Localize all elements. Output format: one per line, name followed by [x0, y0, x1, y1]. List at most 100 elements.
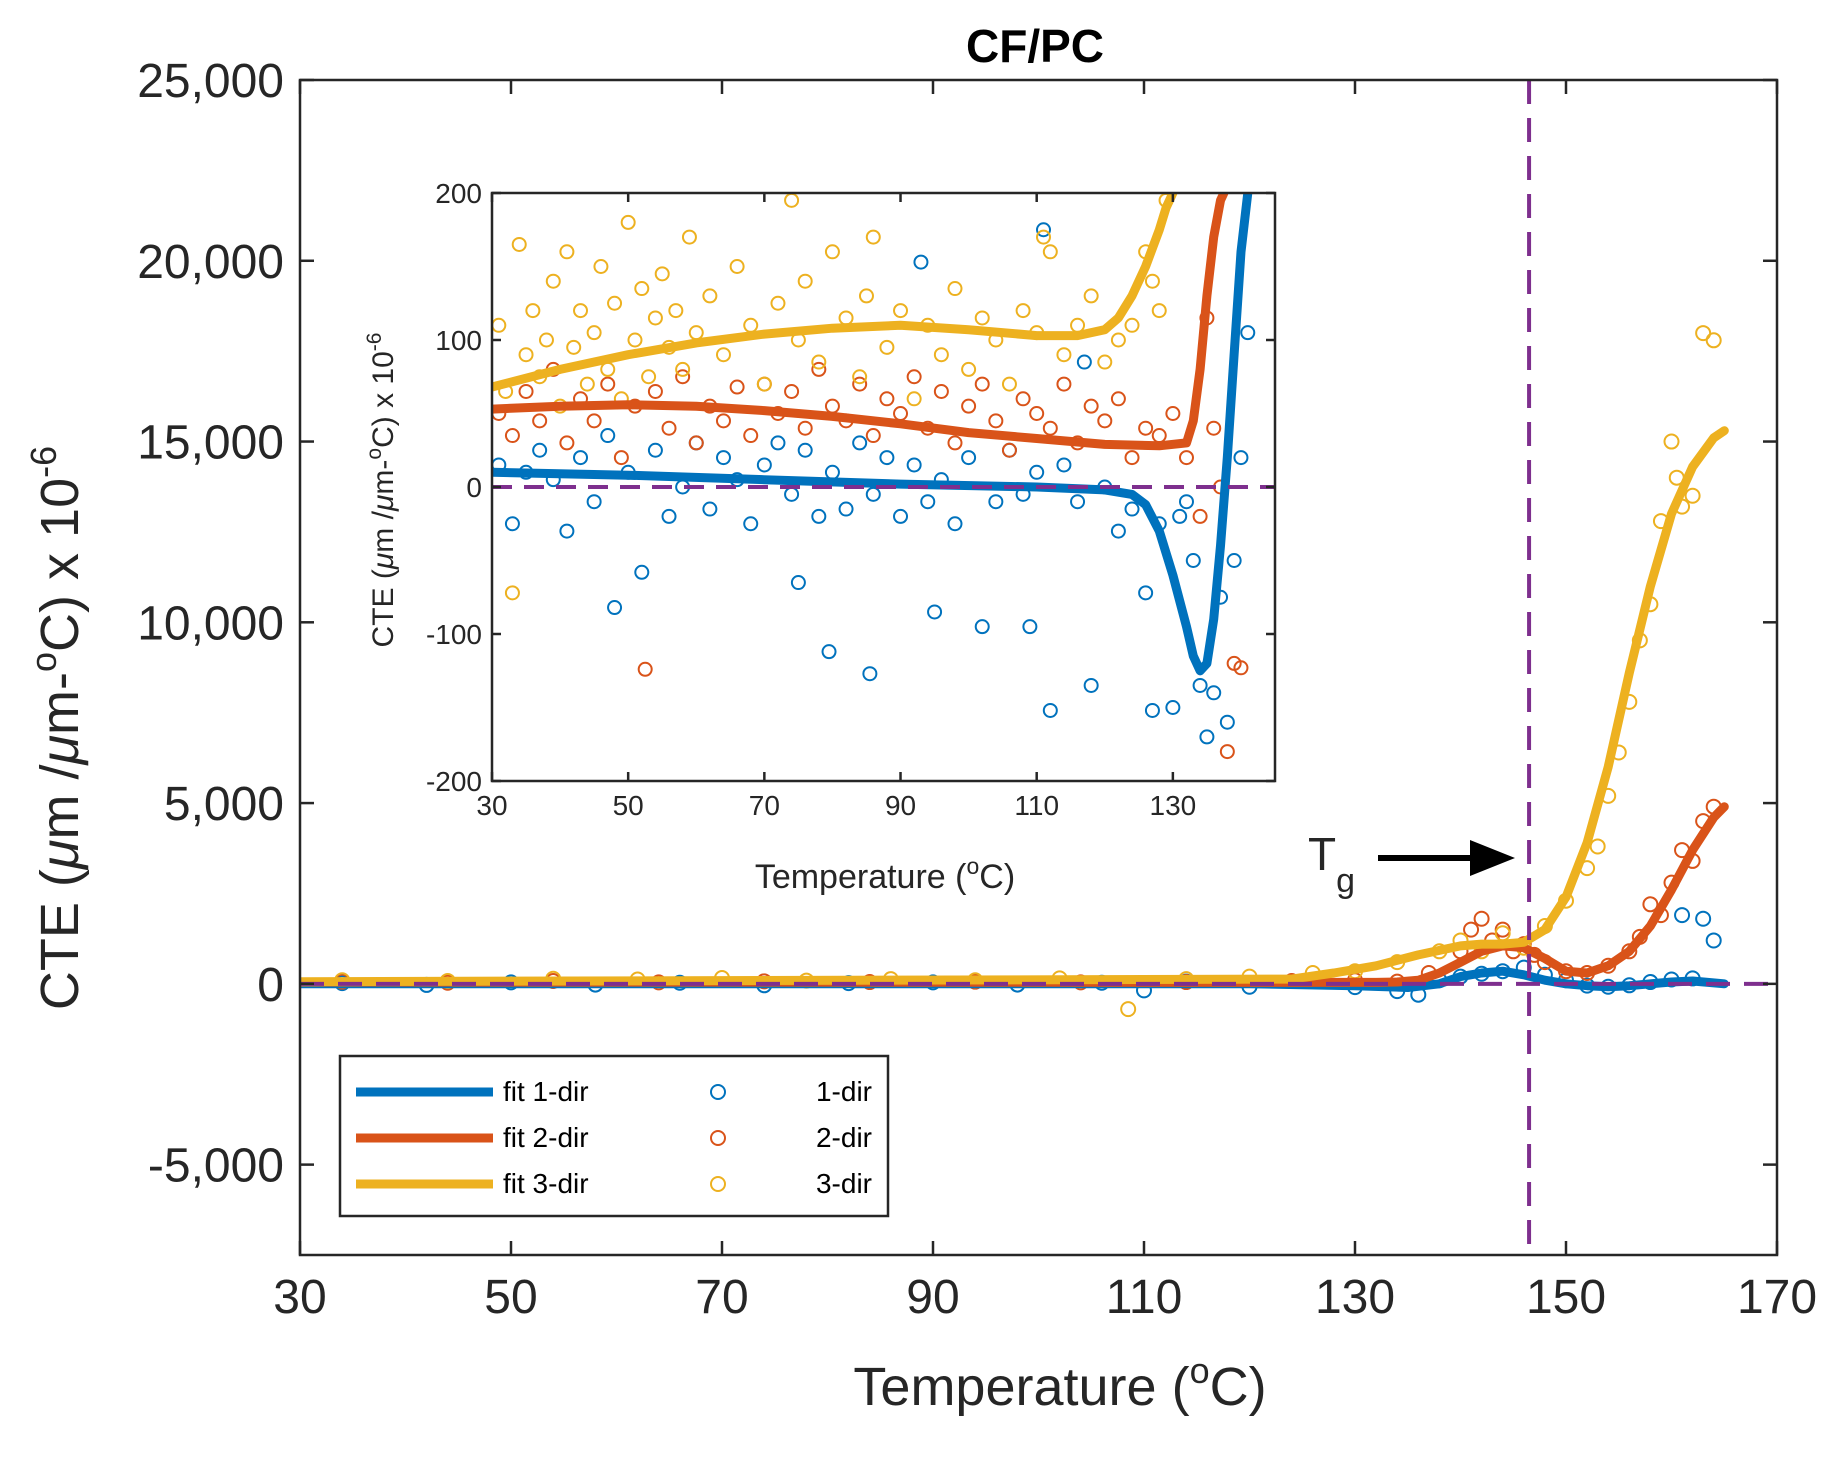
- inset-marker-1-dir: [634, 564, 650, 580]
- inset-marker-3-dir: [1144, 273, 1160, 289]
- inset-marker-3-dir: [634, 281, 650, 297]
- inset-marker-2-dir: [613, 450, 629, 466]
- inset-marker-3-dir: [559, 244, 575, 260]
- tg-annotation: Tg: [1308, 828, 1515, 900]
- inset-marker-2-dir: [811, 361, 827, 377]
- legend-marker-2-dir: [710, 1130, 726, 1146]
- tg-arrow-head: [1470, 840, 1515, 876]
- inset-marker-2-dir: [1056, 376, 1072, 392]
- inset-marker-2-dir: [865, 428, 881, 444]
- main-marker-3-dir: [1684, 487, 1701, 504]
- inset-x-tick-label: 70: [749, 790, 780, 821]
- inset-marker-3-dir: [511, 236, 527, 252]
- inset-marker-3-dir: [586, 325, 602, 341]
- main-marker-2-dir: [1642, 896, 1659, 913]
- inset-marker-3-dir: [702, 288, 718, 304]
- inset-marker-2-dir: [1165, 406, 1181, 421]
- inset-marker-3-dir: [1083, 288, 1099, 304]
- inset-marker-3-dir: [858, 288, 874, 304]
- inset-marker-2-dir: [947, 435, 963, 451]
- inset-y-tick-label: 200: [435, 178, 482, 209]
- main-marker-1-dir: [1705, 932, 1722, 949]
- inset-marker-1-dir: [1233, 450, 1249, 466]
- main-x-tick-label: 170: [1737, 1271, 1817, 1324]
- inset-marker-2-dir: [1015, 391, 1031, 407]
- inset-marker-3-dir: [579, 376, 595, 392]
- main-x-tick-label: 70: [695, 1271, 748, 1324]
- inset-marker-2-dir: [743, 428, 759, 444]
- main-x-tick-label: 90: [906, 1271, 959, 1324]
- legend-marker-1-dir: [710, 1084, 726, 1100]
- inset-marker-1-dir: [743, 516, 759, 532]
- inset-marker-2-dir: [933, 383, 949, 399]
- inset-marker-2-dir: [1233, 660, 1249, 676]
- main-fit-line-fit 2-dir: [300, 802, 1729, 987]
- legend-label-fit 2-dir: fit 2-dir: [503, 1122, 589, 1153]
- tg-label: Tg: [1308, 828, 1355, 900]
- main-marker-3-dir: [1589, 838, 1606, 855]
- inset-marker-1-dir: [865, 486, 881, 502]
- inset-marker-3-dir: [654, 266, 670, 282]
- inset-fit-line-fit 3-dir: [492, 193, 1178, 392]
- inset-marker-1-dir: [1192, 677, 1208, 693]
- inset-marker-3-dir: [518, 347, 534, 363]
- inset-marker-1-dir: [702, 501, 718, 517]
- inset-marker-3-dir: [647, 310, 663, 326]
- inset-marker-3-dir: [797, 273, 813, 289]
- inset-marker-1-dir: [504, 516, 520, 532]
- inset-marker-3-dir: [620, 214, 636, 230]
- inset-marker-1-dir: [862, 666, 878, 682]
- inset-marker-1-dir: [607, 600, 623, 616]
- inset-marker-3-dir: [545, 273, 561, 289]
- inset-marker-3-dir: [906, 391, 922, 407]
- inset-marker-3-dir: [729, 259, 745, 274]
- inset-marker-1-dir: [1124, 501, 1140, 517]
- inset-marker-3-dir: [1124, 317, 1140, 333]
- main-marker-1-dir: [1695, 910, 1712, 927]
- inset-marker-3-dir: [770, 295, 786, 311]
- inset-marker-3-dir: [573, 303, 589, 319]
- main-marker-2-dir: [1463, 921, 1480, 938]
- inset-marker-3-dir: [1151, 303, 1167, 319]
- main-y-tick-label: 20,000: [137, 236, 284, 289]
- inset-marker-3-dir: [865, 229, 881, 245]
- inset-marker-1-dir: [573, 450, 589, 466]
- inset-marker-1-dir: [1022, 619, 1038, 635]
- chart-title: CF/PC: [966, 20, 1104, 72]
- inset-marker-3-dir: [1042, 244, 1058, 260]
- inset-marker-3-dir: [504, 585, 520, 601]
- inset-marker-1-dir: [1083, 677, 1099, 693]
- inset-marker-3-dir: [538, 332, 554, 348]
- inset-marker-3-dir: [668, 303, 684, 319]
- main-axes-box: [298, 78, 1779, 1257]
- inset-marker-2-dir: [715, 413, 731, 429]
- inset-marker-1-dir: [532, 442, 548, 458]
- inset-marker-2-dir: [784, 383, 800, 399]
- inset-marker-1-dir: [879, 450, 895, 466]
- inset-marker-3-dir: [852, 369, 868, 385]
- inset-marker-3-dir: [675, 361, 691, 377]
- inset-marker-1-dir: [756, 457, 772, 473]
- inset-marker-1-dir: [647, 442, 663, 458]
- inset-y-tick-label: 0: [466, 472, 482, 503]
- inset-marker-2-dir: [586, 413, 602, 429]
- inset-y-tick-label: 100: [435, 325, 482, 356]
- inset-x-tick-label: 90: [885, 790, 916, 821]
- main-marker-1-dir: [1674, 907, 1691, 924]
- inset-marker-1-dir: [797, 442, 813, 458]
- inset-plot-content: [492, 193, 1275, 760]
- main-y-tick-label: 15,000: [137, 417, 284, 470]
- inset-marker-1-dir: [1185, 553, 1201, 568]
- inset-x-tick-label: 130: [1150, 790, 1197, 821]
- inset-marker-2-dir: [518, 383, 534, 399]
- main-x-tick-label: 110: [1106, 1271, 1183, 1324]
- main-x-tick-label: 50: [484, 1271, 537, 1324]
- inset-marker-1-dir: [852, 435, 868, 451]
- main-marker-2-dir: [1473, 910, 1490, 927]
- inset-marker-3-dir: [879, 339, 895, 355]
- inset-marker-1-dir: [1144, 702, 1160, 718]
- inset-marker-1-dir: [961, 450, 977, 466]
- inset-marker-1-dir: [1036, 222, 1052, 238]
- inset-marker-3-dir: [933, 347, 949, 363]
- inset-y-axis-title: CTE (μm /μm-oC) x 10-6: [363, 333, 400, 648]
